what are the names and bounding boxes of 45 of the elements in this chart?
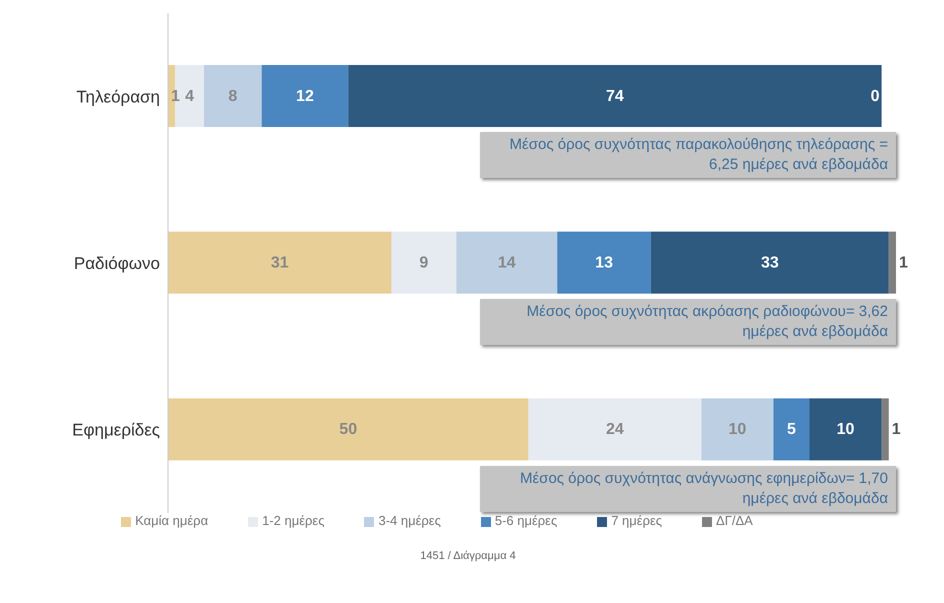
data-label: 12 <box>296 88 314 105</box>
bar <box>528 398 702 460</box>
data-label: 24 <box>606 421 624 438</box>
bar <box>882 398 889 460</box>
data-label: 50 <box>339 421 358 438</box>
bar <box>888 232 896 294</box>
data-label: 1 <box>899 254 908 272</box>
note-box: Μέσος όρος συχνότητας ακρόασης ραδιοφώνου= 3,62 ημέρες ανά εβδομάδα <box>480 299 896 345</box>
bar <box>168 232 392 294</box>
y-tick-label: Τηλεόραση <box>76 87 160 106</box>
data-label: 0 <box>870 88 880 105</box>
note-box: Μέσος όρος συχνότητας ανάγνωσης εφημερίδων= 1,70 ημέρες ανά εβδομάδα <box>480 466 896 512</box>
legend-label: 1-2 ημέρες <box>262 513 324 528</box>
legend-label: ΔΓ/ΔΑ <box>716 513 753 528</box>
legend-label: 7 ημέρες <box>611 513 662 528</box>
y-tick-label: Ραδιόφωνο <box>74 254 160 274</box>
data-label: 31 <box>270 254 289 272</box>
y-tick-label: Εφημερίδες <box>72 420 160 440</box>
bar <box>391 232 456 294</box>
data-label: 4 <box>185 88 194 105</box>
data-label: 5 <box>787 421 796 438</box>
data-label: 13 <box>595 254 614 272</box>
data-label: 10 <box>836 421 855 438</box>
bar <box>204 65 262 127</box>
note-box: Μέσος όρος συχνότητας παρακολούθησης τηλεόρασης = 6,25 ημέρες ανά εβδομάδα <box>480 132 896 178</box>
legend-label: 3-4 ημέρες <box>378 513 441 528</box>
data-label: 1 <box>892 421 901 438</box>
bar <box>262 65 348 127</box>
data-label: 9 <box>419 254 428 272</box>
data-label: 14 <box>498 254 516 272</box>
legend-label: 5-6 ημέρες <box>494 513 558 528</box>
bar <box>701 398 774 460</box>
legend-label: Καμία ημέρα <box>135 513 208 528</box>
text: 1451 / Διάγραμμα 4 <box>419 550 517 562</box>
data-label: 74 <box>606 88 624 105</box>
data-label: 10 <box>728 421 746 438</box>
bar <box>168 398 528 460</box>
bar <box>650 232 889 294</box>
bar <box>456 232 558 294</box>
bar <box>348 65 882 127</box>
bar <box>810 398 882 460</box>
data-label: 33 <box>760 254 779 272</box>
data-label: 8 <box>228 88 238 105</box>
bar <box>557 232 651 294</box>
bar <box>773 398 810 460</box>
